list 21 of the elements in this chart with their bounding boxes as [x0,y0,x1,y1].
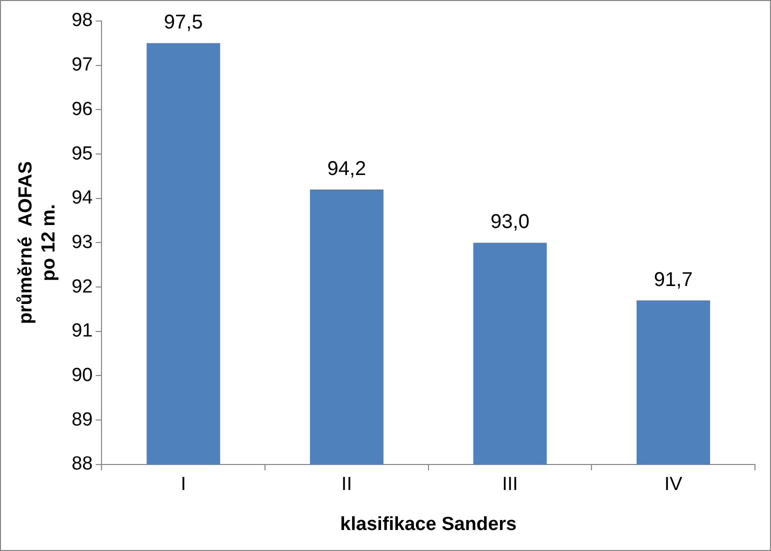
x-tick-label: I [180,474,186,496]
data-label: 97,5 [164,12,203,34]
x-tick-label: III [502,474,518,496]
y-tick-label: 91 [72,320,93,342]
data-label: 93,0 [490,211,530,234]
x-tick-label: IV [664,474,683,496]
data-label: 91,7 [654,268,693,291]
y-tick-label: 92 [72,276,93,298]
y-tick-label: 89 [72,409,93,430]
y-tick-label: 98 [72,10,93,32]
y-tick-label: 95 [72,143,93,164]
y-tick-label: 94 [72,188,94,209]
y-tick-label: 93 [72,232,93,253]
y-axis-title: průměrné AOFAS po 12 m. [16,161,60,324]
y-tick-label: 88 [72,454,93,475]
y-tick-label: 97 [72,54,93,76]
x-axis-title: klasifikace Sanders [340,514,517,535]
data-label: 94,2 [327,158,366,180]
y-tick-label: 90 [72,364,93,386]
y-tick-label: 96 [72,98,93,120]
x-tick-label: II [341,474,352,496]
